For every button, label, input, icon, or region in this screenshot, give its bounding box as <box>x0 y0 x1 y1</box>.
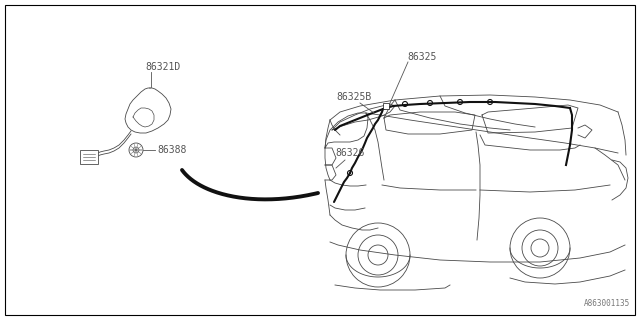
Text: 86321D: 86321D <box>145 62 180 72</box>
Text: A863001135: A863001135 <box>584 299 630 308</box>
Text: 86325B: 86325B <box>337 92 372 102</box>
Text: 86388: 86388 <box>157 145 186 155</box>
Polygon shape <box>98 131 131 157</box>
Text: 86325: 86325 <box>407 52 436 62</box>
Polygon shape <box>125 88 171 133</box>
FancyBboxPatch shape <box>80 150 98 164</box>
Text: 86326: 86326 <box>335 148 365 158</box>
FancyBboxPatch shape <box>383 103 389 109</box>
